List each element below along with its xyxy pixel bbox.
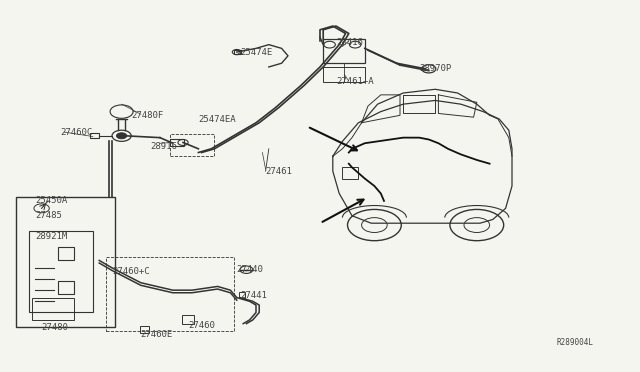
Text: 25474EA: 25474EA [198, 115, 236, 124]
Text: 27441: 27441 [240, 291, 267, 300]
Bar [182, 315, 194, 324]
Text: R289004L: R289004L [557, 338, 594, 347]
Bar [58, 247, 74, 260]
Text: 27460C: 27460C [61, 128, 93, 137]
Text: 28921M: 28921M [35, 232, 67, 241]
Text: 27460: 27460 [189, 321, 216, 330]
Text: 25450A: 25450A [35, 196, 67, 205]
Bar [29, 231, 93, 312]
Text: 27480: 27480 [42, 323, 68, 332]
Circle shape [116, 133, 127, 139]
Text: 27460+C: 27460+C [112, 267, 150, 276]
Text: 27440: 27440 [237, 265, 264, 274]
Text: 27461: 27461 [266, 167, 292, 176]
Bar [323, 67, 365, 82]
Text: 28416: 28416 [336, 38, 363, 47]
Bar [342, 167, 358, 179]
Bar [323, 39, 365, 63]
Text: 28970P: 28970P [419, 64, 451, 73]
Text: 27485: 27485 [35, 211, 62, 220]
Bar [170, 139, 184, 146]
Text: 28916: 28916 [150, 142, 177, 151]
Bar [90, 133, 99, 138]
Text: 27480F: 27480F [131, 111, 163, 120]
Bar [58, 281, 74, 294]
Text: 27460E: 27460E [141, 330, 173, 339]
Bar [140, 326, 149, 333]
Bar [239, 292, 245, 298]
Bar [106, 257, 234, 331]
Bar [170, 134, 214, 156]
Bar [234, 50, 241, 54]
Bar [32, 298, 74, 320]
Bar [16, 197, 115, 327]
Text: 27461+A: 27461+A [336, 77, 374, 86]
Text: 25474E: 25474E [240, 48, 272, 57]
